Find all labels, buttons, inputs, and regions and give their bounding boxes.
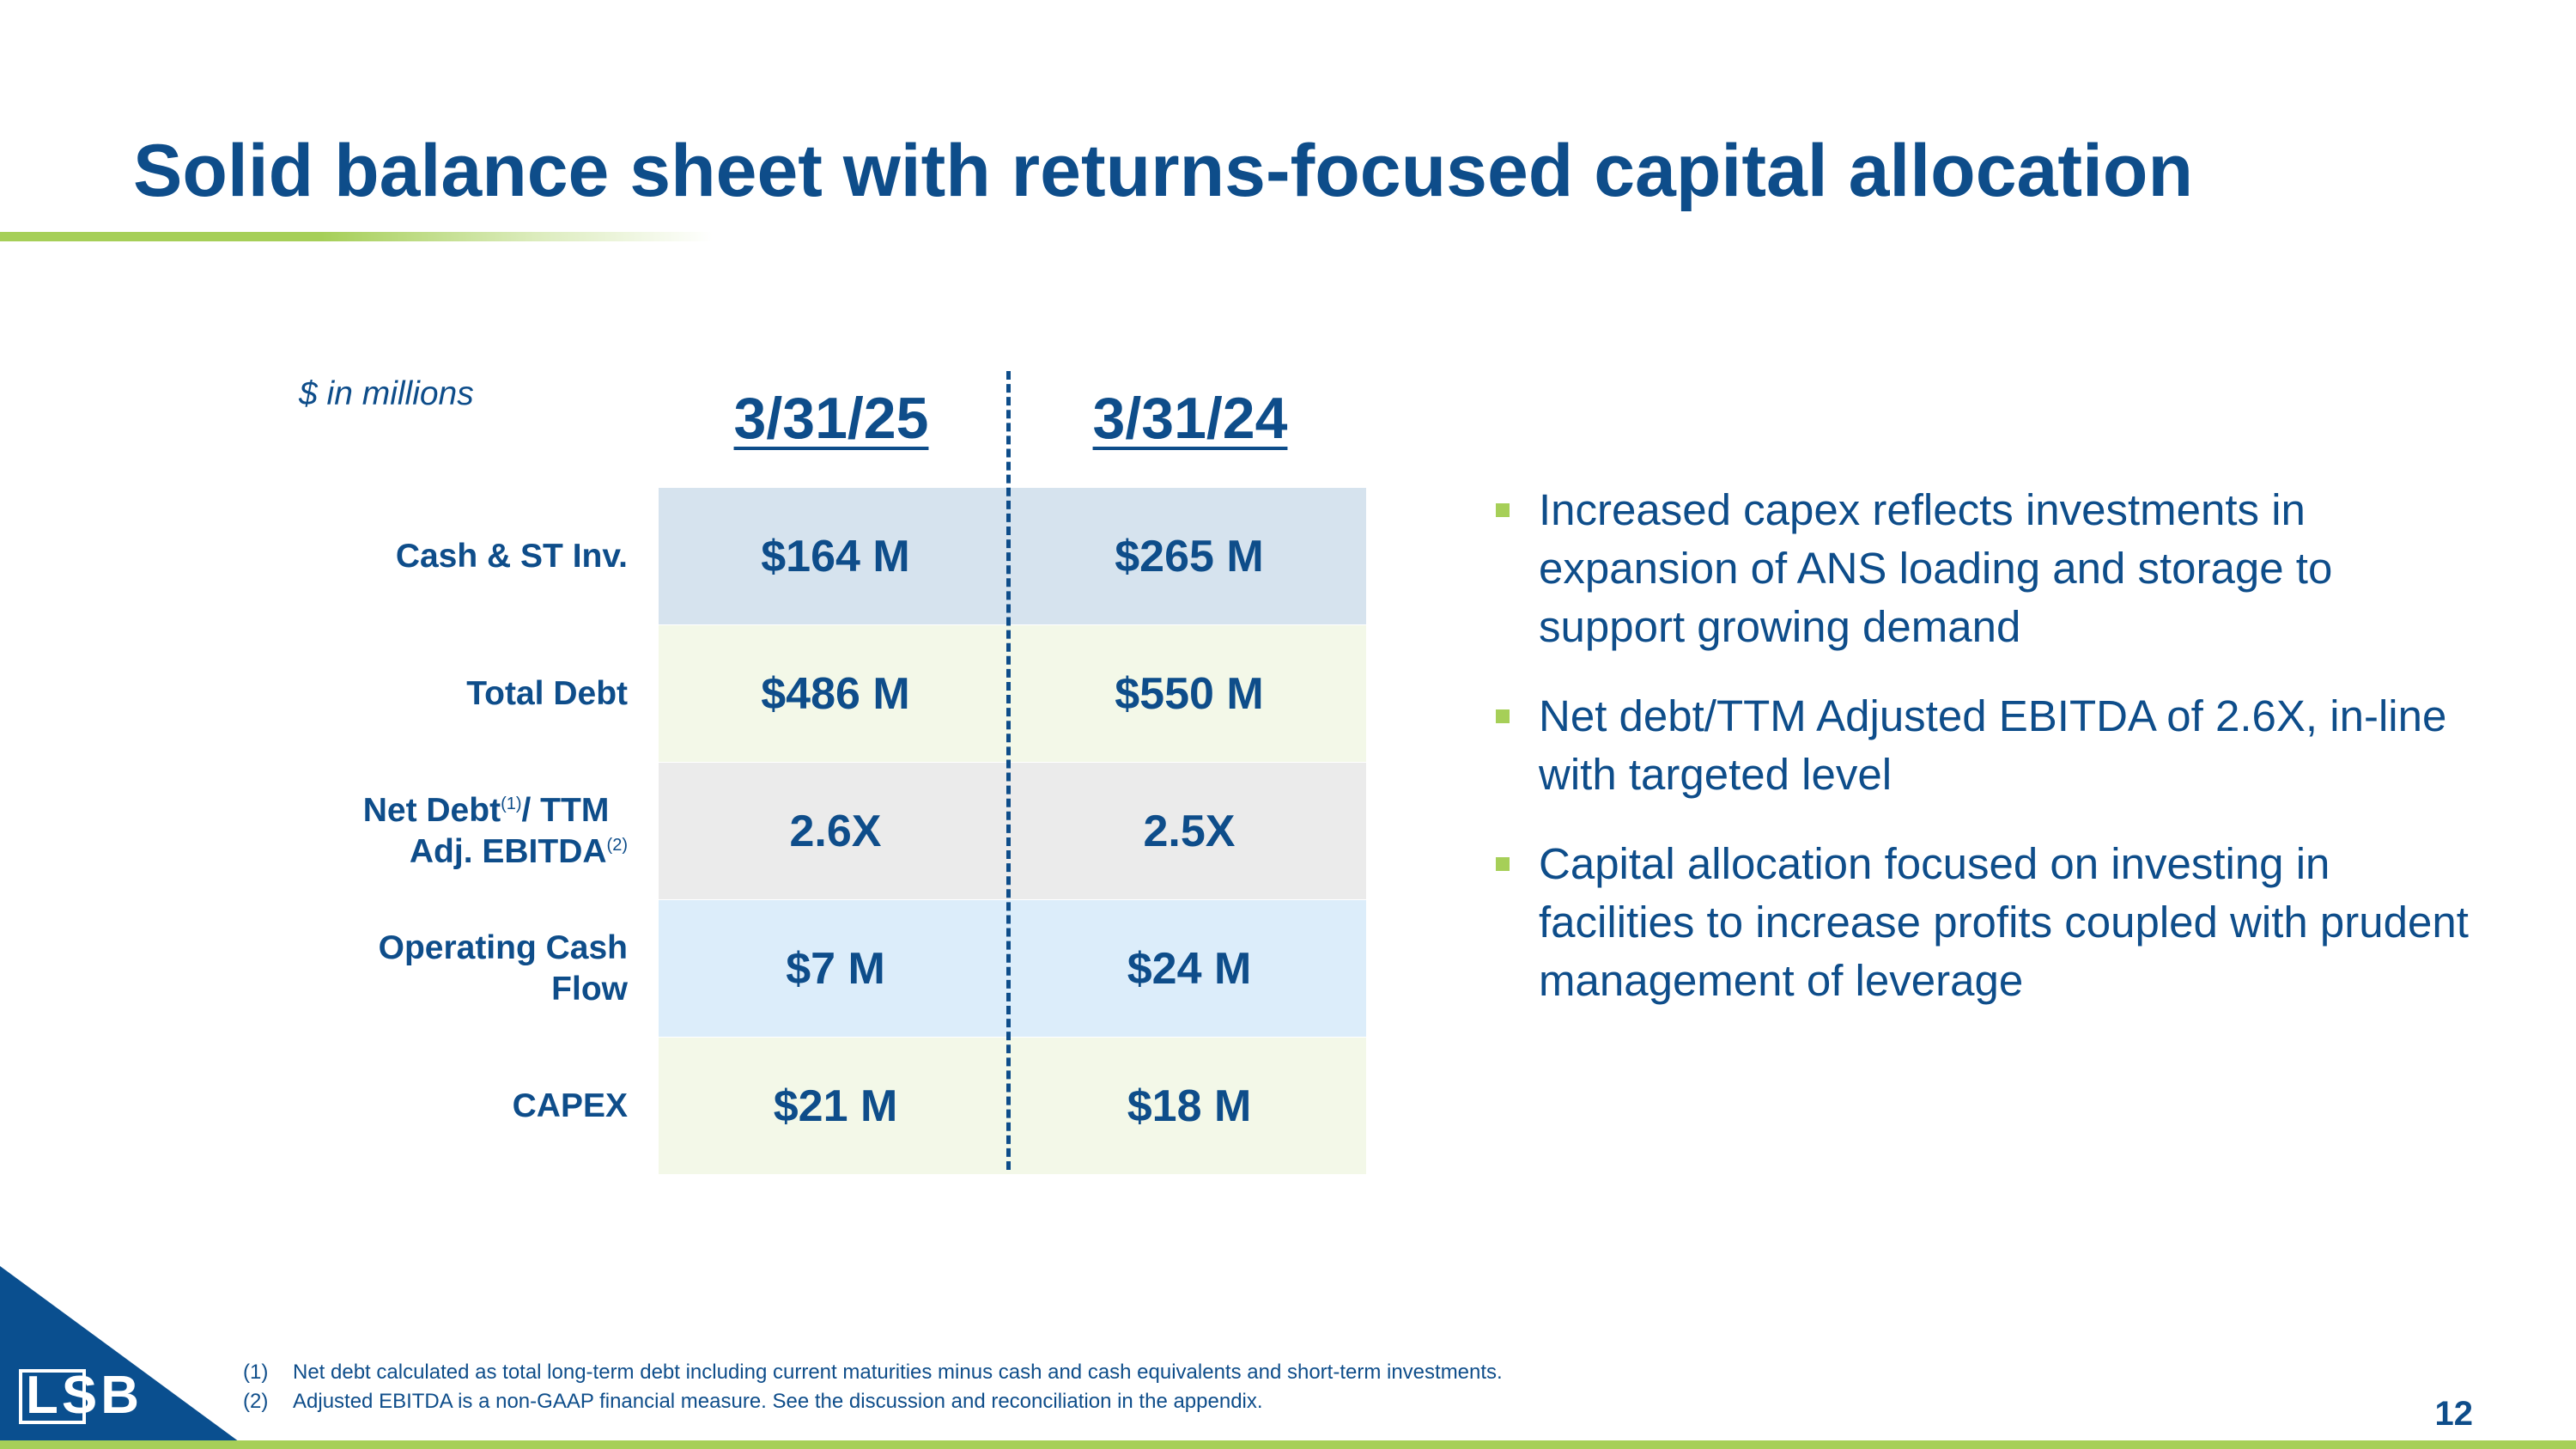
- cell-net-debt-ratio-prior: 2.5X: [1143, 806, 1236, 856]
- bullet-list: Increased capex reflects investments in …: [1491, 481, 2470, 1041]
- row-label-operating-cash-flow: Operating Cash Flow: [267, 900, 628, 1037]
- footnote-text: Net debt calculated as total long-term d…: [293, 1361, 1503, 1384]
- column-header-current: 3/31/25: [733, 386, 929, 451]
- bullet-text: Capital allocation focused on investing …: [1539, 839, 2469, 1005]
- bullet-square-icon: [1496, 857, 1510, 871]
- row-label-net-debt-ratio: Net Debt(1)/ TTM Adj. EBITDA(2): [267, 763, 628, 899]
- column-divider: [1006, 371, 1011, 1170]
- row-label-total-debt: Total Debt: [466, 674, 628, 712]
- cell-total-debt-prior: $550 M: [1115, 668, 1264, 719]
- footnote-ref-1: (1): [501, 794, 522, 813]
- footnote: (2) Adjusted EBITDA is a non-GAAP financ…: [243, 1387, 1503, 1416]
- row-label-net-debt-part3: Adj. EBITDA: [409, 832, 607, 870]
- cell-capex-current: $21 M: [773, 1081, 898, 1131]
- row-label-capex: CAPEX: [512, 1087, 628, 1124]
- logo-text: LSB: [26, 1366, 143, 1425]
- cell-capex-prior: $18 M: [1127, 1081, 1252, 1131]
- bullet-item: Increased capex reflects investments in …: [1491, 481, 2470, 656]
- cell-total-debt-current: $486 M: [761, 668, 910, 719]
- footnote: (1) Net debt calculated as total long-te…: [243, 1358, 1503, 1387]
- logo-frame: [19, 1369, 86, 1424]
- cell-net-debt-ratio-current: 2.6X: [789, 806, 882, 856]
- corner-triangle: [0, 1266, 249, 1449]
- cell-cash-current: $164 M: [761, 531, 910, 581]
- cell-operating-cash-flow-prior: $24 M: [1127, 943, 1252, 994]
- table-row-capex: CAPEX $21 M $18 M: [513, 1038, 1366, 1174]
- bullet-text: Increased capex reflects investments in …: [1539, 485, 2333, 651]
- table-row-operating-cash-flow: Operating Cash Flow $7 M $24 M: [379, 900, 1366, 1037]
- row-label-ocf-line1: Operating Cash: [378, 928, 628, 966]
- bullet-item: Net debt/TTM Adjusted EBITDA of 2.6X, in…: [1491, 687, 2470, 804]
- table-row-net-debt-ratio: Net Debt(1)/ TTM Adj. EBITDA(2) 2.6X 2.5…: [363, 763, 1366, 899]
- row-label-net-debt-part1: Net Debt: [362, 791, 501, 829]
- cell-cash-prior: $265 M: [1115, 531, 1264, 581]
- bullet-square-icon: [1496, 503, 1510, 517]
- cell-operating-cash-flow-current: $7 M: [786, 943, 885, 994]
- title-underline-rule: [0, 232, 713, 241]
- footnote-number: (1): [243, 1361, 269, 1384]
- footnotes: (1) Net debt calculated as total long-te…: [243, 1358, 1503, 1416]
- bullet-text: Net debt/TTM Adjusted EBITDA of 2.6X, in…: [1539, 691, 2447, 799]
- footnote-number: (2): [243, 1390, 269, 1413]
- bottom-rule: [0, 1440, 2576, 1449]
- table-row-total-debt: Total Debt $486 M $550 M: [466, 625, 1366, 762]
- balance-sheet-table: Cash & ST Inv. $164 M $265 M Total Debt …: [363, 488, 1366, 1175]
- units-note: $ in millions: [299, 375, 474, 412]
- table-row-cash: Cash & ST Inv. $164 M $265 M: [396, 488, 1366, 624]
- footnote-ref-2: (2): [606, 835, 628, 855]
- column-header-prior: 3/31/24: [1092, 386, 1288, 451]
- row-label-net-debt-part2: / TTM: [521, 791, 610, 829]
- footnote-text: Adjusted EBITDA is a non-GAAP financial …: [293, 1390, 1263, 1413]
- page-number: 12: [2434, 1395, 2474, 1433]
- bullet-item: Capital allocation focused on investing …: [1491, 835, 2470, 1010]
- bullet-square-icon: [1496, 709, 1510, 723]
- row-label-cash: Cash & ST Inv.: [395, 537, 628, 575]
- slide-title: Solid balance sheet with returns-focused…: [133, 130, 2193, 212]
- lsb-logo: LSB: [19, 1366, 139, 1429]
- row-label-ocf-line2: Flow: [551, 970, 628, 1008]
